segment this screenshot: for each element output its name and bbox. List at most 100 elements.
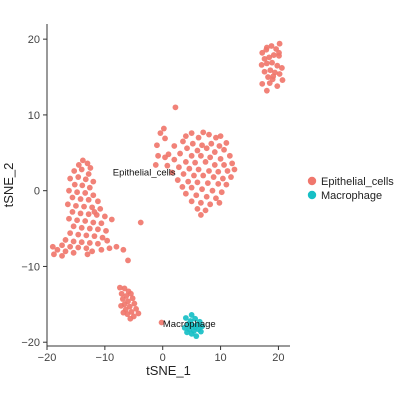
point-epithelial-cells-105 <box>155 152 161 159</box>
point-macrophage-16 <box>188 312 195 318</box>
point-epithelial-cells-161 <box>54 246 61 253</box>
point-epithelial-cells-34 <box>182 133 189 140</box>
point-epithelial-cells-183 <box>127 290 134 297</box>
point-epithelial-cells-88 <box>179 183 186 190</box>
point-epithelial-cells-71 <box>195 166 202 173</box>
point-epithelial-cells-59 <box>229 160 236 167</box>
point-epithelial-cells-192 <box>133 305 140 312</box>
point-epithelial-cells-125 <box>85 196 92 203</box>
point-epithelial-cells-177 <box>91 209 98 215</box>
point-epithelial-cells-86 <box>215 180 222 187</box>
point-epithelial-cells-163 <box>70 249 77 256</box>
y-tick-label-2: 0 <box>34 186 40 198</box>
point-epithelial-cells-160 <box>83 245 90 252</box>
point-epithelial-cells-79 <box>210 174 217 180</box>
point-epithelial-cells-199 <box>158 319 165 326</box>
point-epithelial-cells-43 <box>208 140 215 147</box>
point-epithelial-cells-20 <box>259 80 266 87</box>
point-epithelial-cells-99 <box>207 201 214 208</box>
point-epithelial-cells-197 <box>127 315 134 322</box>
point-epithelial-cells-18 <box>265 74 271 80</box>
point-epithelial-cells-26 <box>263 46 270 53</box>
point-epithelial-cells-108 <box>84 160 91 167</box>
point-epithelial-cells-53 <box>177 150 183 157</box>
y-tick-label-0: −20 <box>21 337 40 349</box>
point-epithelial-cells-66 <box>221 162 227 168</box>
point-epithelial-cells-11 <box>269 59 275 66</box>
point-epithelial-cells-147 <box>67 230 74 237</box>
point-epithelial-cells-33 <box>188 130 195 137</box>
point-epithelial-cells-164 <box>51 251 57 258</box>
point-epithelial-cells-133 <box>77 210 84 217</box>
point-epithelial-cells-61 <box>171 156 178 163</box>
point-epithelial-cells-15 <box>267 67 274 74</box>
point-epithelial-cells-84 <box>194 179 201 186</box>
point-epithelial-cells-152 <box>62 237 69 243</box>
point-epithelial-cells-49 <box>203 145 210 152</box>
point-epithelial-cells-44 <box>216 143 223 149</box>
point-epithelial-cells-31 <box>162 135 168 142</box>
point-epithelial-cells-56 <box>207 154 214 161</box>
point-epithelial-cells-73 <box>215 168 222 175</box>
point-epithelial-cells-81 <box>228 174 234 180</box>
point-epithelial-cells-170 <box>113 243 120 250</box>
point-epithelial-cells-17 <box>276 71 283 77</box>
point-epithelial-cells-176 <box>89 248 96 255</box>
point-epithelial-cells-70 <box>186 165 193 172</box>
point-epithelial-cells-80 <box>219 175 226 182</box>
point-epithelial-cells-4 <box>276 40 283 47</box>
point-epithelial-cells-37 <box>206 131 212 138</box>
y-tick-label-1: −10 <box>21 261 40 273</box>
axes: −20 −10 0 10 20 −20 −10 0 10 20 tSNE_1 tSNE_2 <box>1 24 290 378</box>
point-epithelial-cells-119 <box>66 187 72 194</box>
point-epithelial-cells-137 <box>66 215 72 222</box>
point-epithelial-cells-144 <box>86 225 93 232</box>
point-epithelial-cells-159 <box>75 244 82 251</box>
point-epithelial-cells-85 <box>204 180 211 187</box>
point-epithelial-cells-35 <box>195 134 202 141</box>
point-epithelial-cells-98 <box>198 199 204 206</box>
point-epithelial-cells-116 <box>71 181 78 188</box>
x-tick-label-4: 20 <box>272 352 284 364</box>
point-epithelial-cells-36 <box>200 129 207 136</box>
point-epithelial-cells-158 <box>67 243 74 250</box>
point-epithelial-cells-30 <box>157 130 164 137</box>
point-epithelial-cells-64 <box>202 158 209 165</box>
point-epithelial-cells-129 <box>81 203 87 210</box>
point-epithelial-cells-69 <box>176 164 182 171</box>
point-epithelial-cells-138 <box>74 217 80 224</box>
point-epithelial-cells-32 <box>154 142 160 149</box>
point-epithelial-cells-123 <box>69 194 76 201</box>
cluster-label-1: Macrophage <box>163 319 216 330</box>
x-tick-label-2: 0 <box>160 352 166 364</box>
point-epithelial-cells-45 <box>223 140 230 146</box>
point-epithelial-cells-82 <box>174 177 181 183</box>
point-epithelial-cells-172 <box>125 257 131 264</box>
point-epithelial-cells-145 <box>95 226 101 233</box>
point-epithelial-cells-189 <box>131 300 138 307</box>
point-macrophage-4 <box>185 321 192 327</box>
point-epithelial-cells-122 <box>90 192 97 199</box>
point-epithelial-cells-97 <box>188 198 195 205</box>
point-epithelial-cells-146 <box>103 227 109 234</box>
point-epithelial-cells-139 <box>82 218 89 224</box>
point-epithelial-cells-76 <box>180 171 187 177</box>
legend-swatch-epithelial-cells <box>307 176 317 186</box>
point-epithelial-cells-5 <box>261 55 268 62</box>
point-epithelial-cells-136 <box>101 213 108 220</box>
point-epithelial-cells-101 <box>202 207 209 214</box>
point-epithelial-cells-103 <box>216 199 223 206</box>
point-epithelial-cells-200 <box>117 284 123 291</box>
point-epithelial-cells-25 <box>276 49 282 56</box>
point-epithelial-cells-47 <box>184 145 190 152</box>
legend: Epithelial_cells Macrophage <box>307 176 394 202</box>
point-epithelial-cells-0 <box>259 49 266 56</box>
point-epithelial-cells-114 <box>82 176 89 183</box>
x-axis-ticks: −20 −10 0 10 20 <box>38 346 285 364</box>
point-epithelial-cells-196 <box>135 310 142 317</box>
point-epithelial-cells-90 <box>199 186 205 193</box>
point-epithelial-cells-127 <box>64 201 71 208</box>
point-epithelial-cells-109 <box>71 168 78 174</box>
point-epithelial-cells-155 <box>86 240 93 246</box>
y-tick-label-3: 10 <box>28 110 40 122</box>
